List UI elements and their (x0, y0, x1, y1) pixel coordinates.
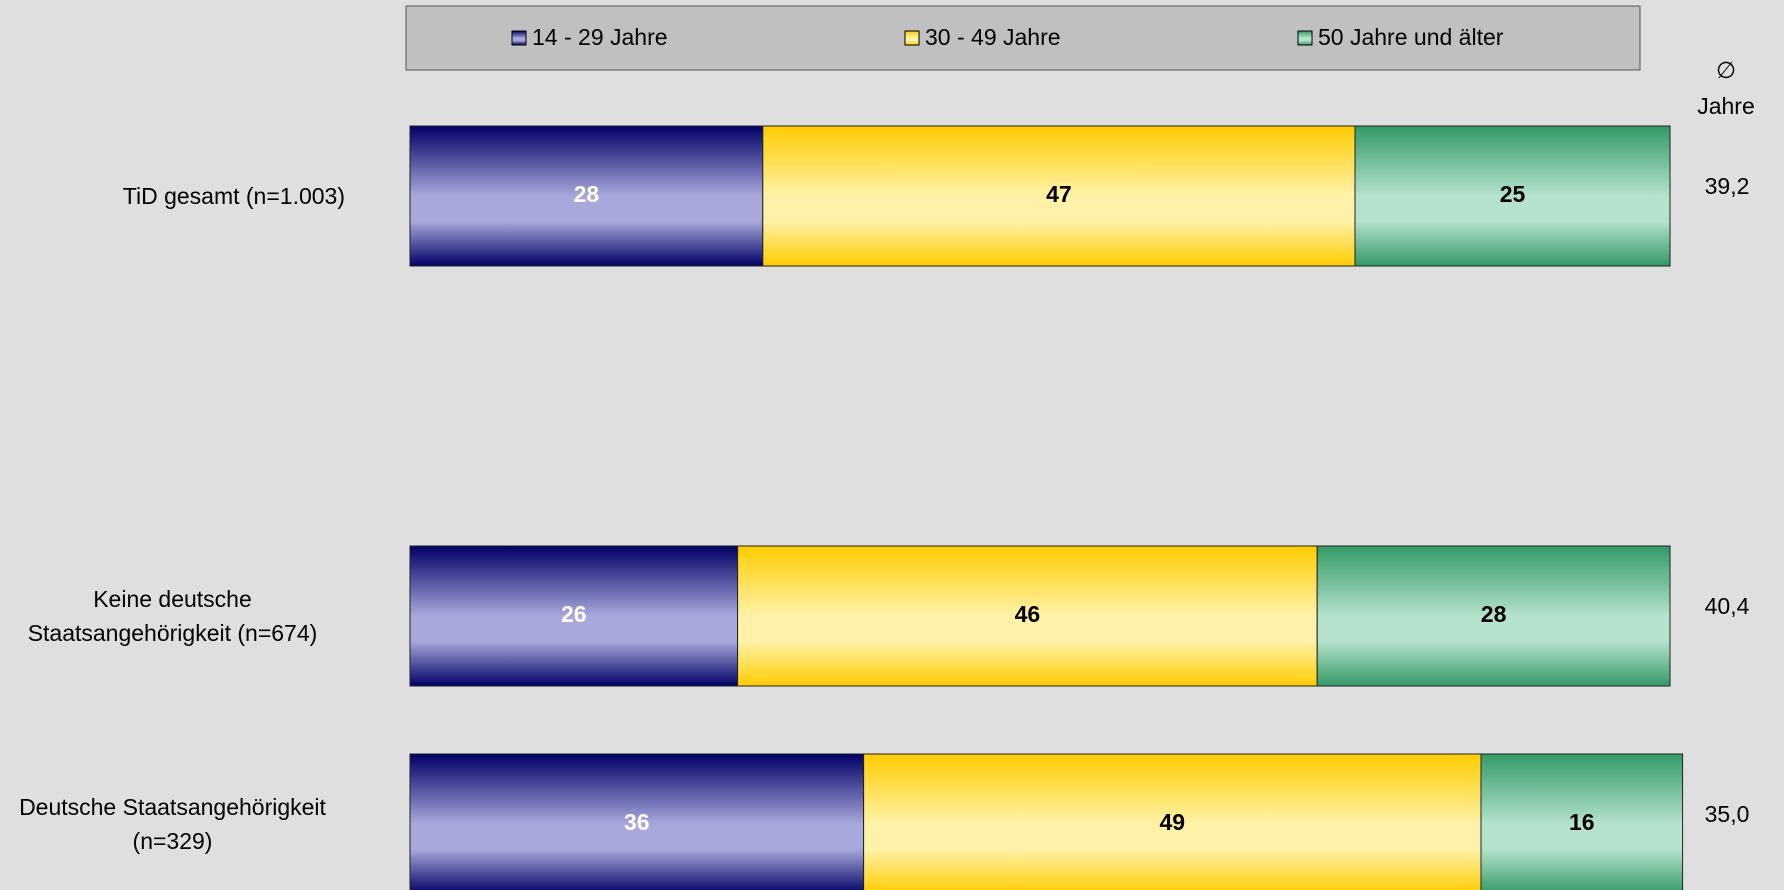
average-header: ∅ (1716, 57, 1736, 83)
category-text: Deutsche Staatsangehörigkeit (n=329) (19, 794, 326, 854)
bar-segment (1480, 753, 1684, 890)
category-text: TiD gesamt (n=1.003) (122, 183, 345, 209)
bar-segment (409, 125, 764, 267)
data-label: 47 (1046, 181, 1072, 207)
bar-segment (1354, 125, 1671, 267)
bar-segment (409, 545, 739, 687)
data-label: 49 (1160, 809, 1186, 835)
average-value: 35,0 (1705, 801, 1750, 827)
legend-label: 50 Jahre und älter (1318, 24, 1504, 50)
category-label: Deutsche Staatsangehörigkeit (n=329) (0, 790, 345, 858)
legend-box (405, 5, 1641, 71)
legend-swatch (904, 30, 920, 46)
bar-segment (762, 125, 1356, 267)
average-header: Jahre (1697, 93, 1755, 119)
data-label: 16 (1569, 809, 1595, 835)
category-label: Keine deutsche Staatsangehörigkeit (n=67… (0, 582, 345, 650)
bar-segment (1316, 545, 1671, 687)
bar-segment (737, 545, 1318, 687)
data-label: 26 (561, 601, 587, 627)
legend-swatch (1297, 30, 1313, 46)
data-label: 28 (1481, 601, 1507, 627)
legend-label: 14 - 29 Jahre (532, 24, 668, 50)
data-label: 25 (1500, 181, 1526, 207)
legend-label: 30 - 49 Jahre (925, 24, 1061, 50)
category-label: TiD gesamt (n=1.003) (0, 179, 345, 213)
data-label: 36 (624, 809, 650, 835)
average-value: 40,4 (1705, 593, 1750, 619)
data-label: 28 (574, 181, 600, 207)
average-value: 39,2 (1705, 173, 1750, 199)
category-text: Keine deutsche Staatsangehörigkeit (n=67… (27, 586, 318, 646)
bar-segment (409, 753, 865, 890)
data-label: 46 (1015, 601, 1041, 627)
legend-swatch (511, 30, 527, 46)
